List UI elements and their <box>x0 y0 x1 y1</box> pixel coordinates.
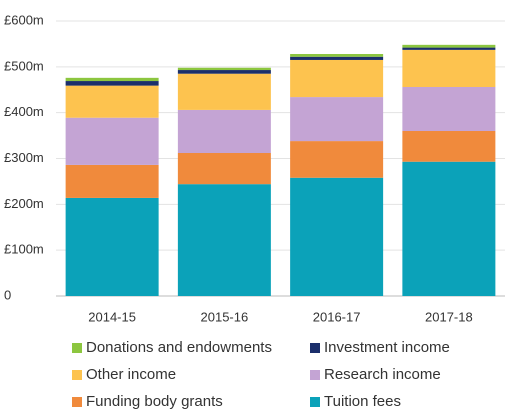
bar-segment <box>177 184 271 296</box>
bar-segment <box>177 109 271 153</box>
y-tick-label: £300m <box>4 150 44 165</box>
bar-segment <box>402 87 496 131</box>
legend-swatch <box>310 343 320 353</box>
legend-label: Research income <box>324 366 441 383</box>
bar-segment <box>290 56 384 60</box>
y-tick-label: £200m <box>4 196 44 211</box>
legend-swatch <box>310 370 320 380</box>
legend-label: Other income <box>86 366 176 383</box>
y-tick-label: 0 <box>4 287 11 302</box>
y-tick-label: £400m <box>4 104 44 119</box>
legend-label: Tuition fees <box>324 393 401 410</box>
bar-segment <box>65 81 159 86</box>
y-tick-label: £500m <box>4 58 44 73</box>
bar-segment <box>65 77 159 82</box>
x-tick-label: 2015-16 <box>201 309 249 324</box>
bar-segment <box>65 117 159 165</box>
legend-swatch <box>72 370 82 380</box>
bar-segment <box>402 131 496 162</box>
legend-swatch <box>72 343 82 353</box>
bar-segment <box>402 47 496 50</box>
bar-segment <box>290 177 384 296</box>
bar-segment <box>177 73 271 110</box>
bar-segment <box>290 54 384 57</box>
x-tick-label: 2017-18 <box>425 309 473 324</box>
bar-segment <box>65 85 159 118</box>
legend-label: Donations and endowments <box>86 339 272 356</box>
legend-label: Investment income <box>324 339 450 356</box>
legend-label: Funding body grants <box>86 393 223 410</box>
bar-segment <box>177 70 271 74</box>
bar-segment <box>290 141 384 178</box>
bar-segment <box>177 153 271 185</box>
bar-segment <box>402 44 496 48</box>
bar-segment <box>65 164 159 198</box>
legend-swatch <box>310 397 320 407</box>
bar-segment <box>65 197 159 296</box>
bar-segment <box>402 161 496 296</box>
bar-segment <box>177 67 271 71</box>
x-tick-label: 2014-15 <box>88 309 136 324</box>
y-tick-label: £100m <box>4 242 44 257</box>
x-tick-label: 2016-17 <box>313 309 361 324</box>
y-tick-label: £600m <box>4 12 44 27</box>
bar-segment <box>290 59 384 98</box>
bar-segment <box>290 97 384 142</box>
legend-swatch <box>72 397 82 407</box>
bar-segment <box>402 49 496 87</box>
